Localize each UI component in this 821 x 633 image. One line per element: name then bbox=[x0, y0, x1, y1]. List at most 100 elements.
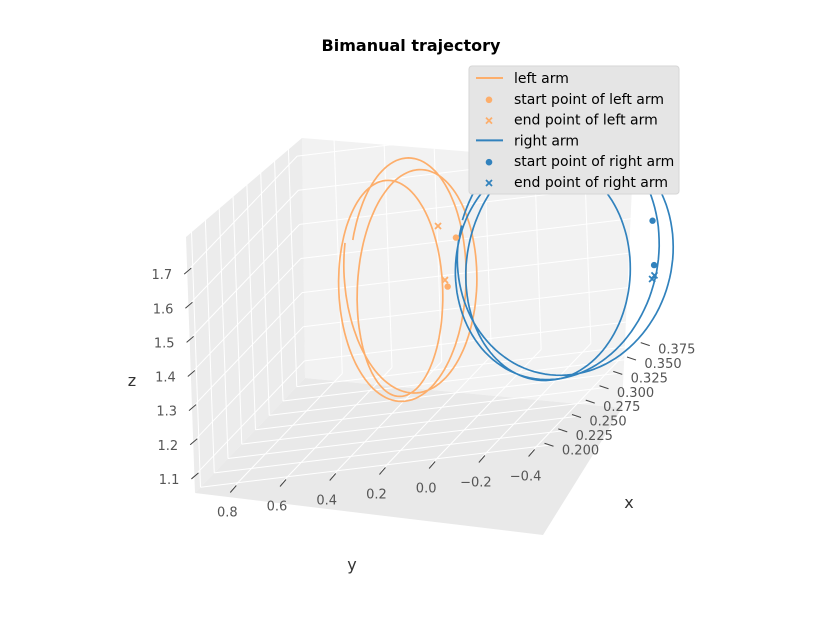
legend-box bbox=[468, 65, 680, 195]
legend-label: right arm bbox=[514, 133, 579, 149]
y-tick-label: −0.2 bbox=[460, 476, 492, 491]
gridline-x bbox=[259, 159, 270, 416]
z-tick bbox=[183, 267, 192, 275]
legend-dot-swatch bbox=[485, 96, 493, 104]
z-tick-label: 1.4 bbox=[155, 371, 176, 386]
z-tick bbox=[191, 472, 199, 480]
trajectory-right-arm bbox=[454, 128, 675, 382]
z-tick bbox=[185, 301, 193, 309]
gridline-z bbox=[300, 216, 649, 260]
gridline-x bbox=[241, 401, 590, 445]
floor-pane bbox=[195, 378, 622, 535]
gridline-y bbox=[281, 367, 393, 483]
gridline-x bbox=[269, 372, 618, 416]
legend-label: start point of right arm bbox=[514, 154, 674, 170]
gridline-x bbox=[282, 358, 632, 402]
gridline-x bbox=[273, 144, 284, 402]
trajectories bbox=[337, 128, 675, 403]
legend-item: right arm bbox=[476, 133, 579, 149]
start-point-marker bbox=[444, 283, 451, 290]
legend-item: start point of left arm bbox=[485, 92, 664, 108]
y-tick-label: −0.4 bbox=[510, 470, 542, 485]
gridline-x bbox=[214, 430, 563, 474]
gridline-z bbox=[303, 284, 652, 328]
x-tick-label: 0.375 bbox=[658, 343, 695, 358]
axis-ticks bbox=[183, 267, 650, 493]
gridline-x bbox=[255, 387, 604, 431]
y-tick-label: 0.8 bbox=[217, 506, 238, 521]
left-pane bbox=[186, 138, 305, 493]
z-tick bbox=[186, 336, 194, 343]
gridline-z bbox=[194, 360, 305, 477]
gridline-x bbox=[191, 231, 201, 488]
end-point-marker bbox=[434, 222, 442, 230]
z-tick-label: 1.6 bbox=[153, 302, 174, 317]
y-tick-label: 0.0 bbox=[416, 482, 437, 497]
y-tick bbox=[379, 467, 386, 475]
legend-label: end point of left arm bbox=[514, 113, 658, 129]
z-tick-label: 1.1 bbox=[159, 473, 180, 488]
gridline-y bbox=[231, 373, 343, 489]
gridline-z bbox=[192, 326, 304, 443]
gridline-y bbox=[381, 355, 492, 471]
legend-item: start point of right arm bbox=[485, 154, 674, 170]
x-tick bbox=[626, 356, 637, 361]
x-tick bbox=[640, 342, 650, 347]
gridline-y bbox=[332, 117, 343, 374]
x-tick-label: 0.250 bbox=[589, 415, 626, 430]
gridline-x bbox=[232, 188, 243, 445]
z-tick bbox=[187, 370, 196, 377]
y-tick-label: 0.6 bbox=[267, 500, 288, 515]
x-tick-label: 0.325 bbox=[631, 371, 668, 386]
x-tick bbox=[558, 428, 568, 433]
z-tick-label: 1.5 bbox=[154, 336, 175, 351]
z-tick-label: 1.7 bbox=[152, 268, 173, 283]
y-tick bbox=[229, 485, 237, 493]
gridline-z bbox=[188, 189, 299, 306]
gridline-x bbox=[296, 344, 645, 388]
x-tick bbox=[585, 399, 595, 404]
gridline-y bbox=[382, 111, 393, 368]
x-tick-label: 0.300 bbox=[617, 386, 654, 401]
gridline-y bbox=[432, 105, 443, 362]
x-tick-label: 0.275 bbox=[603, 400, 640, 415]
legend-label: end point of right arm bbox=[514, 175, 668, 191]
y-axis-label: y bbox=[347, 555, 356, 574]
legend-item: end point of left arm bbox=[485, 113, 658, 129]
legend-label: left arm bbox=[514, 71, 569, 87]
gridline-z bbox=[304, 318, 653, 362]
gridline-y bbox=[430, 349, 542, 465]
x-tick-label: 0.350 bbox=[644, 357, 681, 372]
start-point-marker bbox=[649, 217, 656, 224]
end-point-marker bbox=[650, 271, 659, 279]
y-tick bbox=[478, 455, 486, 463]
y-tick bbox=[329, 473, 337, 481]
z-axis-label: z bbox=[128, 371, 136, 390]
y-tick-label: 0.4 bbox=[316, 494, 337, 509]
y-tick bbox=[528, 449, 535, 457]
gridline-x bbox=[218, 202, 229, 459]
gridline-z bbox=[191, 292, 303, 409]
trajectory-left-arm bbox=[337, 157, 478, 403]
gridline-z bbox=[190, 258, 302, 374]
x-tick bbox=[599, 385, 609, 390]
x-tick-label: 0.200 bbox=[562, 443, 599, 458]
gridline-x bbox=[287, 130, 298, 387]
gridline-x bbox=[246, 173, 256, 430]
gridline-x bbox=[204, 216, 215, 473]
gridline-x bbox=[227, 416, 577, 459]
y-tick bbox=[428, 461, 436, 469]
y-tick bbox=[279, 479, 287, 487]
legend-item: left arm bbox=[476, 71, 569, 87]
end-point-marker bbox=[648, 275, 656, 283]
x-tick-label: 0.225 bbox=[576, 429, 613, 444]
trajectory-markers bbox=[434, 217, 659, 290]
z-tick-label: 1.3 bbox=[156, 405, 177, 420]
x-tick bbox=[544, 442, 554, 447]
z-tick bbox=[189, 438, 198, 446]
z-tick bbox=[188, 404, 197, 412]
gridline-z bbox=[189, 224, 300, 340]
legend: left arm start point of left arm end point… bbox=[468, 65, 680, 195]
gridline-y bbox=[530, 337, 641, 453]
